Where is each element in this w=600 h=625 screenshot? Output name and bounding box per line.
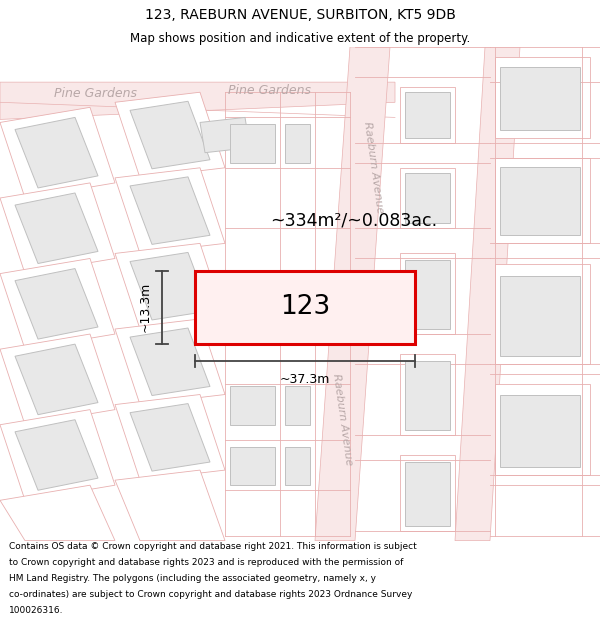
Text: Raeburn Avenue: Raeburn Avenue xyxy=(331,373,353,466)
Polygon shape xyxy=(495,57,590,138)
Polygon shape xyxy=(130,101,210,169)
Polygon shape xyxy=(15,193,98,264)
Bar xyxy=(285,386,310,425)
Polygon shape xyxy=(0,485,115,541)
Bar xyxy=(500,167,580,235)
Bar xyxy=(500,276,580,356)
Polygon shape xyxy=(115,168,225,254)
Text: Pine Gardens: Pine Gardens xyxy=(53,87,137,100)
Bar xyxy=(285,124,310,162)
Bar xyxy=(405,261,450,329)
Polygon shape xyxy=(0,183,115,274)
Bar xyxy=(500,67,580,129)
Polygon shape xyxy=(0,409,115,501)
Polygon shape xyxy=(0,334,115,425)
Bar xyxy=(500,394,580,467)
Bar xyxy=(230,447,275,485)
Polygon shape xyxy=(115,92,225,178)
Polygon shape xyxy=(0,259,115,349)
Polygon shape xyxy=(315,47,390,541)
Bar xyxy=(230,124,275,162)
Polygon shape xyxy=(495,384,590,475)
Text: co-ordinates) are subject to Crown copyright and database rights 2023 Ordnance S: co-ordinates) are subject to Crown copyr… xyxy=(9,590,412,599)
Text: ~13.3m: ~13.3m xyxy=(139,282,152,332)
Polygon shape xyxy=(115,319,225,404)
Text: HM Land Registry. The polygons (including the associated geometry, namely x, y: HM Land Registry. The polygons (includin… xyxy=(9,574,376,583)
Polygon shape xyxy=(400,254,455,334)
Bar xyxy=(405,462,450,526)
Polygon shape xyxy=(495,264,590,364)
Text: 123: 123 xyxy=(280,294,330,321)
Text: ~334m²/~0.083ac.: ~334m²/~0.083ac. xyxy=(270,211,437,229)
Text: Contains OS data © Crown copyright and database right 2021. This information is : Contains OS data © Crown copyright and d… xyxy=(9,542,417,551)
Polygon shape xyxy=(115,243,225,329)
Polygon shape xyxy=(400,354,455,435)
Text: Map shows position and indicative extent of the property.: Map shows position and indicative extent… xyxy=(130,32,470,45)
Text: ~37.3m: ~37.3m xyxy=(280,373,330,386)
Polygon shape xyxy=(400,168,455,228)
Bar xyxy=(230,386,275,425)
Polygon shape xyxy=(130,253,210,320)
Polygon shape xyxy=(130,404,210,471)
Polygon shape xyxy=(455,47,520,541)
Bar xyxy=(285,447,310,485)
Bar xyxy=(405,92,450,138)
Polygon shape xyxy=(15,344,98,414)
Polygon shape xyxy=(200,118,250,152)
Polygon shape xyxy=(0,82,395,119)
Polygon shape xyxy=(115,470,225,541)
Text: Raeburn Avenue: Raeburn Avenue xyxy=(362,121,385,214)
Bar xyxy=(405,173,450,223)
Polygon shape xyxy=(15,269,98,339)
Polygon shape xyxy=(130,177,210,244)
Text: 123, RAEBURN AVENUE, SURBITON, KT5 9DB: 123, RAEBURN AVENUE, SURBITON, KT5 9DB xyxy=(145,8,455,22)
Bar xyxy=(405,361,450,430)
Polygon shape xyxy=(0,107,115,198)
Polygon shape xyxy=(130,328,210,396)
Polygon shape xyxy=(115,394,225,480)
Text: Pine Gardens: Pine Gardens xyxy=(229,84,311,97)
Text: 100026316.: 100026316. xyxy=(9,606,64,614)
Bar xyxy=(195,271,415,344)
Polygon shape xyxy=(400,87,455,142)
Polygon shape xyxy=(495,158,590,243)
Polygon shape xyxy=(400,455,455,531)
Polygon shape xyxy=(15,420,98,490)
Text: to Crown copyright and database rights 2023 and is reproduced with the permissio: to Crown copyright and database rights 2… xyxy=(9,558,403,567)
Polygon shape xyxy=(15,118,98,188)
